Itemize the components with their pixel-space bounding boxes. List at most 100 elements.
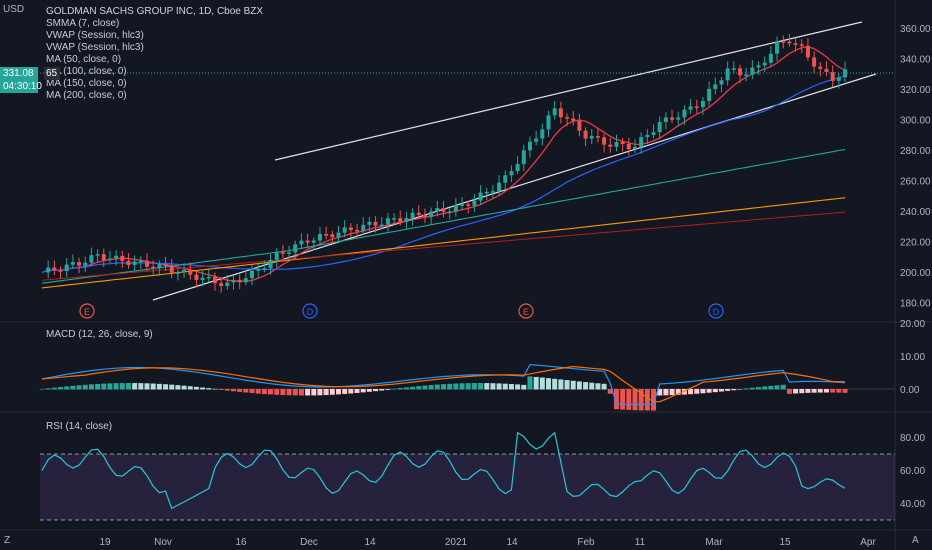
price-tick-label: 180.00: [900, 299, 931, 310]
macd-histogram-bar: [663, 389, 669, 396]
earnings-event-marker[interactable]: [708, 303, 724, 319]
macd-histogram-bar: [644, 389, 650, 411]
time-axis: 19 Nov 16 Dec 14 2021 14 Feb 11 Mar 15 Apr: [99, 537, 876, 548]
macd-histogram-bar: [508, 384, 514, 390]
time-tick-label: Dec: [300, 537, 318, 548]
candle-body: [237, 279, 242, 283]
macd-histogram-bar: [119, 383, 125, 390]
candle-body: [713, 84, 718, 89]
candle-body: [750, 67, 755, 75]
rsi-title[interactable]: RSI (14, close): [46, 421, 113, 432]
macd-histogram-bar: [780, 384, 786, 390]
macd-histogram-bar: [138, 383, 144, 390]
macd-histogram-bar: [150, 383, 156, 390]
candle-body: [145, 260, 150, 267]
macd-histogram-bar: [620, 389, 626, 410]
macd-histogram-bar: [706, 389, 712, 393]
candle-body: [793, 43, 798, 45]
candle-body: [744, 74, 749, 77]
macd-title[interactable]: MACD (12, 26, close, 9): [46, 329, 153, 340]
macd-histogram-bar: [82, 384, 88, 390]
indicator-ma150[interactable]: MA (150, close, 0): [46, 78, 127, 89]
macd-histogram-bar: [626, 389, 632, 410]
macd-histogram-bar: [496, 383, 502, 390]
candle-body: [565, 117, 570, 119]
candle-body: [256, 268, 261, 271]
macd-histogram-bar: [712, 389, 718, 393]
candle-body: [163, 264, 168, 267]
macd-histogram-bar: [39, 389, 45, 390]
macd-histogram-bar: [373, 389, 379, 392]
macd-histogram-bar: [434, 384, 440, 390]
macd-histogram-bar: [261, 389, 267, 395]
macd-histogram-bar: [391, 388, 397, 390]
rsi-axis: 80.00 60.00 40.00: [900, 433, 925, 510]
candle-body: [243, 278, 248, 283]
time-tick-label: 11: [635, 537, 646, 548]
candle-body: [787, 41, 792, 44]
candle-body: [64, 264, 69, 271]
macd-histogram-bar: [144, 383, 150, 390]
macd-histogram-bar: [700, 389, 706, 394]
time-tick-label: 14: [506, 537, 518, 548]
time-tick-label: Feb: [577, 537, 595, 548]
candle-body: [262, 268, 267, 270]
macd-histogram-bar: [163, 384, 169, 390]
candle-body: [731, 68, 736, 70]
macd-histogram-bar: [354, 389, 360, 393]
candle-body: [200, 277, 205, 281]
time-tick-label: Mar: [705, 537, 723, 548]
candle-body: [614, 142, 619, 147]
candle-body: [336, 232, 341, 238]
indicator-vwap-2[interactable]: VWAP (Session, hlc3): [46, 42, 144, 53]
macd-histogram-bar: [539, 377, 545, 390]
time-tick-label: 19: [99, 537, 111, 548]
candle-body: [182, 269, 187, 273]
macd-histogram-bar: [570, 380, 576, 390]
indicator-ma50[interactable]: MA (50, close, 0): [46, 54, 122, 65]
indicator-ma200[interactable]: MA (200, close, 0): [46, 90, 127, 101]
macd-histogram-bar: [305, 389, 311, 396]
candle-body: [373, 221, 378, 226]
macd-histogram-bar: [651, 389, 657, 411]
earnings-event-marker[interactable]: [518, 303, 534, 319]
price-tick-label: 200.00: [900, 268, 931, 279]
candle-body: [626, 144, 631, 150]
ma150-line: [41, 197, 846, 289]
candle-body: [509, 171, 514, 176]
event-marker-label: D: [713, 307, 720, 317]
indicator-smma[interactable]: SMMA (7, close): [46, 18, 120, 29]
macd-tick-label: 20.00: [900, 319, 925, 330]
price-tick-label: 360.00: [900, 24, 931, 35]
macd-histogram-bar: [218, 389, 224, 390]
indicator-ma100[interactable]: MA (100, close, 0): [46, 66, 127, 77]
earnings-event-marker[interactable]: [302, 303, 318, 319]
candle-body: [422, 214, 427, 217]
macd-histogram-bar: [441, 384, 446, 390]
macd-histogram-bar: [527, 376, 533, 390]
macd-histogram-bar: [842, 389, 848, 393]
candle-body: [453, 205, 458, 212]
macd-histogram-bar: [762, 386, 768, 390]
macd-histogram-bar: [348, 389, 354, 394]
candle-body: [58, 270, 63, 272]
candle-body: [830, 71, 835, 81]
macd-histogram-bar: [101, 383, 107, 390]
macd-histogram-bar: [385, 389, 391, 390]
candle-body: [577, 120, 582, 131]
time-tick-label: 14: [364, 537, 376, 548]
symbol-title[interactable]: GOLDMAN SACHS GROUP INC, 1D, Cboe BZX: [46, 6, 264, 17]
macd-histogram-bar: [298, 389, 304, 396]
corner-left-button[interactable]: Z: [4, 535, 11, 546]
candle-body: [725, 68, 730, 81]
indicator-vwap-1[interactable]: VWAP (Session, hlc3): [46, 30, 144, 41]
time-tick-label: 16: [235, 537, 247, 548]
rsi-line-group: [41, 431, 846, 510]
candle-body: [379, 224, 384, 227]
price-legend: GOLDMAN SACHS GROUP INC, 1D, Cboe BZX SM…: [46, 6, 263, 102]
macd-histogram-bar: [237, 389, 243, 392]
auto-scale-button[interactable]: A: [912, 535, 919, 546]
macd-histogram-bar: [786, 389, 792, 394]
earnings-event-marker[interactable]: [79, 303, 95, 319]
